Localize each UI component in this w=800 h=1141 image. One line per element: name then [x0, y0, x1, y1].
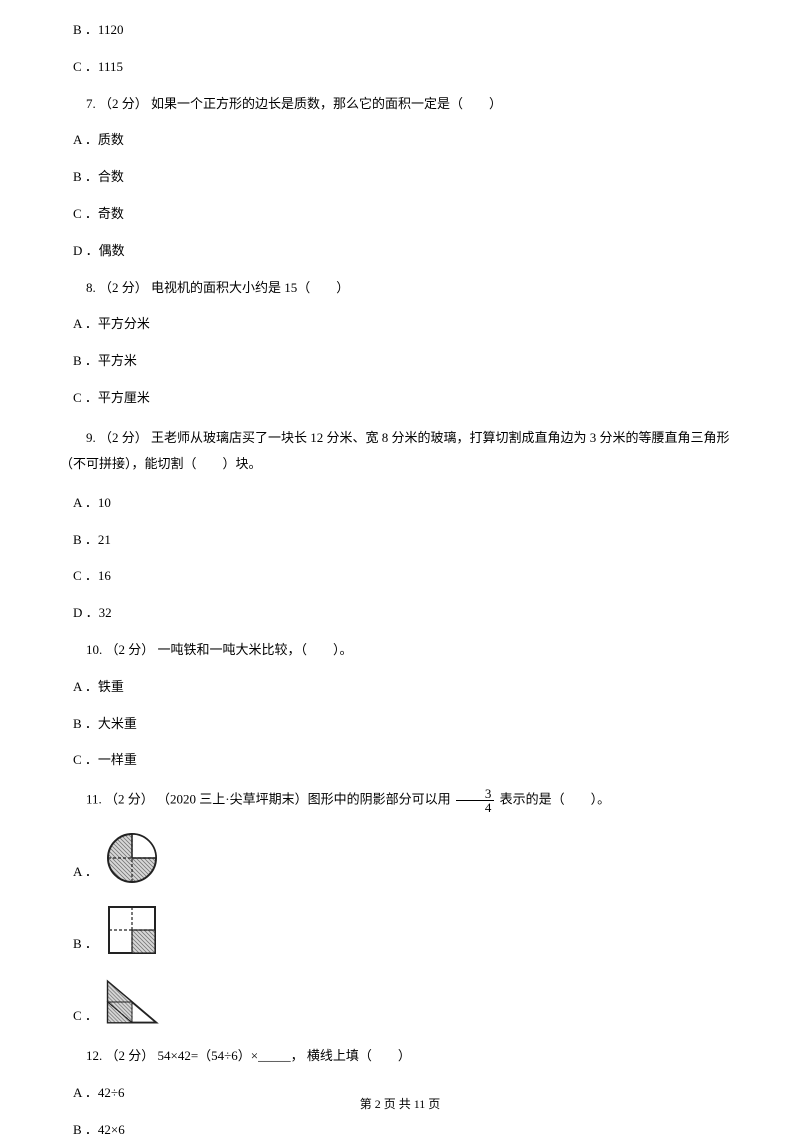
q8-option-b: B ．平方米	[60, 351, 740, 372]
q9-option-a: A ．10	[60, 493, 740, 514]
q10-stem: 10. （2 分） 一吨铁和一吨大米比较，（ ）。	[60, 640, 740, 661]
triangle-fraction-icon	[104, 974, 160, 1030]
q10-option-b: B ．大米重	[60, 714, 740, 735]
q6-option-c: C ．1115	[60, 57, 740, 78]
q7-option-a: A ．质数	[60, 130, 740, 151]
q12-option-b: B ．42×6	[60, 1120, 740, 1141]
q9-option-d: D ．32	[60, 603, 740, 624]
q8-stem: 8. （2 分） 电视机的面积大小约是 15（ ）	[60, 278, 740, 299]
q7-stem: 7. （2 分） 如果一个正方形的边长是质数，那么它的面积一定是（ ）	[60, 94, 740, 115]
q9-stem: 9. （2 分） 王老师从玻璃店买了一块长 12 分米、宽 8 分米的玻璃，打算…	[60, 425, 740, 477]
q8-option-a: A ．平方分米	[60, 314, 740, 335]
q9-option-c: C ．16	[60, 566, 740, 587]
q7-option-d: D ．偶数	[60, 241, 740, 262]
page-footer: 第 2 页 共 11 页	[0, 1095, 800, 1112]
q11-option-c: C ．	[60, 974, 740, 1030]
q11-stem: 11. （2 分） （2020 三上·尖草坪期末）图形中的阴影部分可以用 3 4…	[60, 787, 740, 814]
circle-fraction-icon	[104, 830, 160, 886]
q11-option-b: B ．	[60, 902, 740, 958]
fraction-3-4: 3 4	[456, 787, 495, 814]
q8-option-c: C ．平方厘米	[60, 388, 740, 409]
q10-option-c: C ．一样重	[60, 750, 740, 771]
q7-option-b: B ．合数	[60, 167, 740, 188]
q10-option-a: A ．铁重	[60, 677, 740, 698]
q12-stem: 12. （2 分） 54×42=（54÷6）×_____， 横线上填（ ）	[60, 1046, 740, 1067]
q6-option-b: B ．1120	[60, 20, 740, 41]
q9-option-b: B ．21	[60, 530, 740, 551]
square-fraction-icon	[104, 902, 160, 958]
q7-option-c: C ．奇数	[60, 204, 740, 225]
q11-option-a: A ．	[60, 830, 740, 886]
